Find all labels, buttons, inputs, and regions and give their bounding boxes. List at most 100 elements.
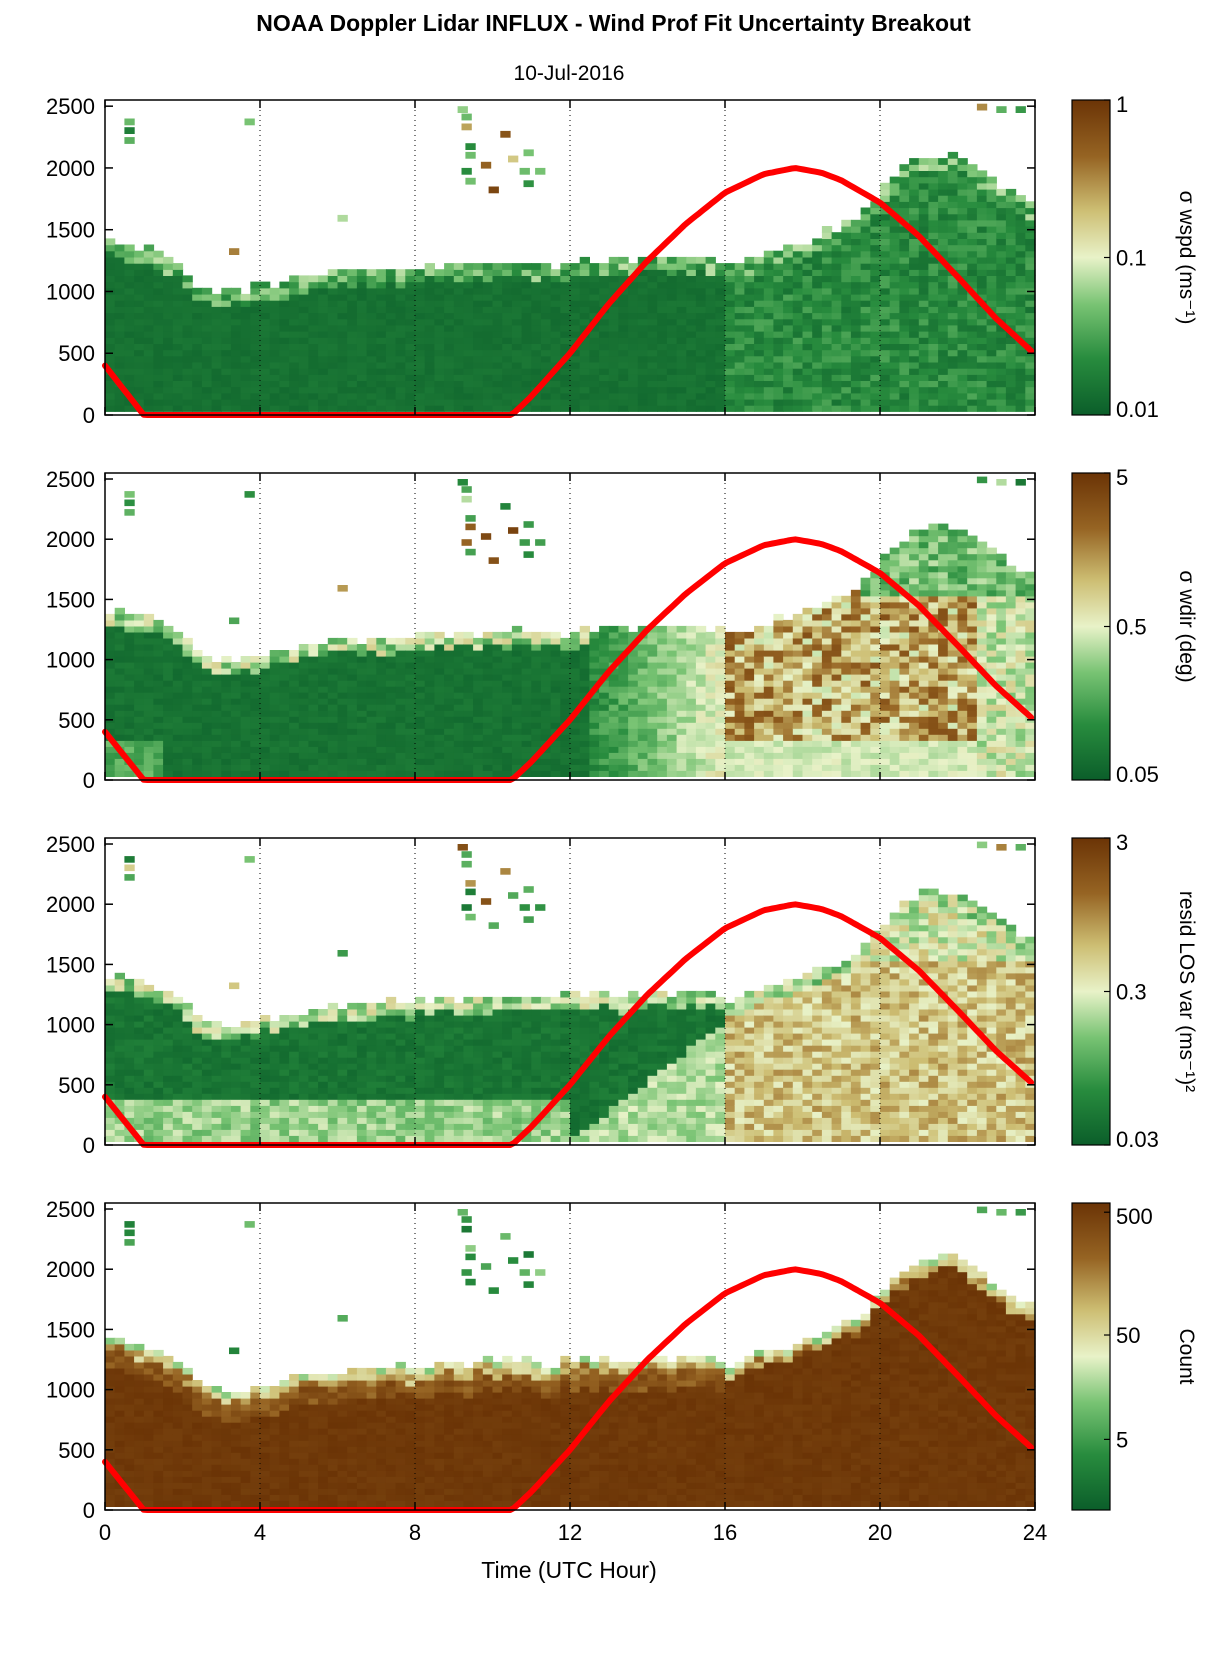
heatmap-cell [192,764,203,771]
heatmap-cell [424,662,435,669]
heatmap-cell [967,710,978,717]
heatmap-cell [182,337,193,344]
heatmap-cell [880,232,891,239]
heatmap-cell [540,637,552,645]
heatmap-cell [201,656,213,663]
heatmap-cell [870,386,881,394]
heatmap-cell [240,380,251,388]
heatmap-cell [880,728,891,735]
heatmap-cell [802,619,813,627]
heatmap-cell [143,312,155,320]
heatmap-cell [105,764,116,771]
heatmap-cell [754,680,765,687]
heatmap-cell [628,374,639,381]
heatmap-cell [143,644,155,651]
heatmap-cell [453,722,465,729]
heatmap-cell [996,195,1007,202]
heatmap-cell [531,631,542,639]
heatmap-cell [550,269,561,276]
heatmap-cell [976,405,988,412]
heatmap-cell [773,674,784,681]
heatmap-cell [511,368,523,375]
heatmap-cell [889,764,900,771]
heatmap-cell [134,668,145,675]
heatmap-cell [986,386,997,394]
heatmap-cell [473,637,484,645]
heatmap-cell [250,710,261,717]
heatmap-cell [695,312,707,320]
heatmap-cell [105,380,116,388]
heatmap-cell [415,293,426,301]
heatmap-cell [783,355,794,363]
heatmap-cell [511,686,523,693]
heatmap-cell [114,625,125,633]
heatmap-cell [192,734,203,741]
heatmap-cell [560,764,571,771]
heatmap-cell [230,770,242,777]
heatmap-cell [996,331,1007,338]
heatmap-cell [744,656,755,663]
heatmap-cell [502,644,513,651]
heatmap-cell [792,692,804,699]
heatmap-cell [405,368,416,375]
heatmap-cell [831,281,842,289]
heatmap-cell [1005,368,1017,375]
heatmap-cell [928,293,939,301]
heatmap-cell [531,710,542,717]
heatmap-cell [686,752,697,759]
heatmap-cell [686,637,697,645]
heatmap-cell [802,692,813,699]
heatmap-cell [192,361,203,369]
heatmap-cell [211,368,222,375]
heatmap-cell [967,668,978,675]
heatmap-cell [134,710,145,717]
heatmap-cell [482,300,494,307]
heatmap-cell [715,398,726,406]
heatmap-cell [279,337,290,344]
heatmap-cell [938,698,949,705]
heatmap-cell [773,263,784,270]
heatmap-cell [415,746,426,753]
heatmap-cell [337,324,348,332]
heatmap-cell [192,740,203,747]
heatmap-cell [686,740,697,747]
heatmap-cell [792,244,804,252]
heatmap-cell [540,758,552,765]
heatmap-cell [947,656,959,663]
heatmap-cell [763,392,775,400]
heatmap-cell [938,734,949,741]
heatmap-cell [725,374,736,381]
heatmap-cell [821,405,833,412]
heatmap-cell [511,355,523,363]
heatmap-cell [289,740,300,747]
heatmap-cell [744,674,755,681]
heatmap-cell [880,680,891,687]
heatmap-cell [492,758,503,765]
heatmap-cell [628,312,639,320]
heatmap-cell [928,583,939,591]
heatmap-cell [221,337,232,344]
heatmap-cell [134,324,145,332]
heatmap-cell [628,758,639,765]
heatmap-cell [550,312,561,320]
heatmap-cell [850,619,862,627]
heatmap-cell [279,680,290,687]
heatmap-cell [260,386,271,394]
heatmap-cell [957,337,968,344]
heatmap-cell [976,337,988,344]
heatmap-cell [889,256,900,264]
heatmap-cell [628,698,639,705]
heatmap-cell [415,656,426,663]
heatmap-cell [540,312,552,320]
heatmap-cell [560,374,571,381]
heatmap-cell [967,716,978,723]
heatmap-cell [153,692,164,699]
heatmap-cell [831,238,842,246]
heatmap-cell [250,698,261,705]
heatmap-cell [521,722,532,729]
heatmap-cell [366,269,377,276]
heatmap-cell [395,680,406,687]
heatmap-cell [550,770,561,777]
heatmap-cell [395,770,406,777]
heatmap-cell [870,595,881,603]
